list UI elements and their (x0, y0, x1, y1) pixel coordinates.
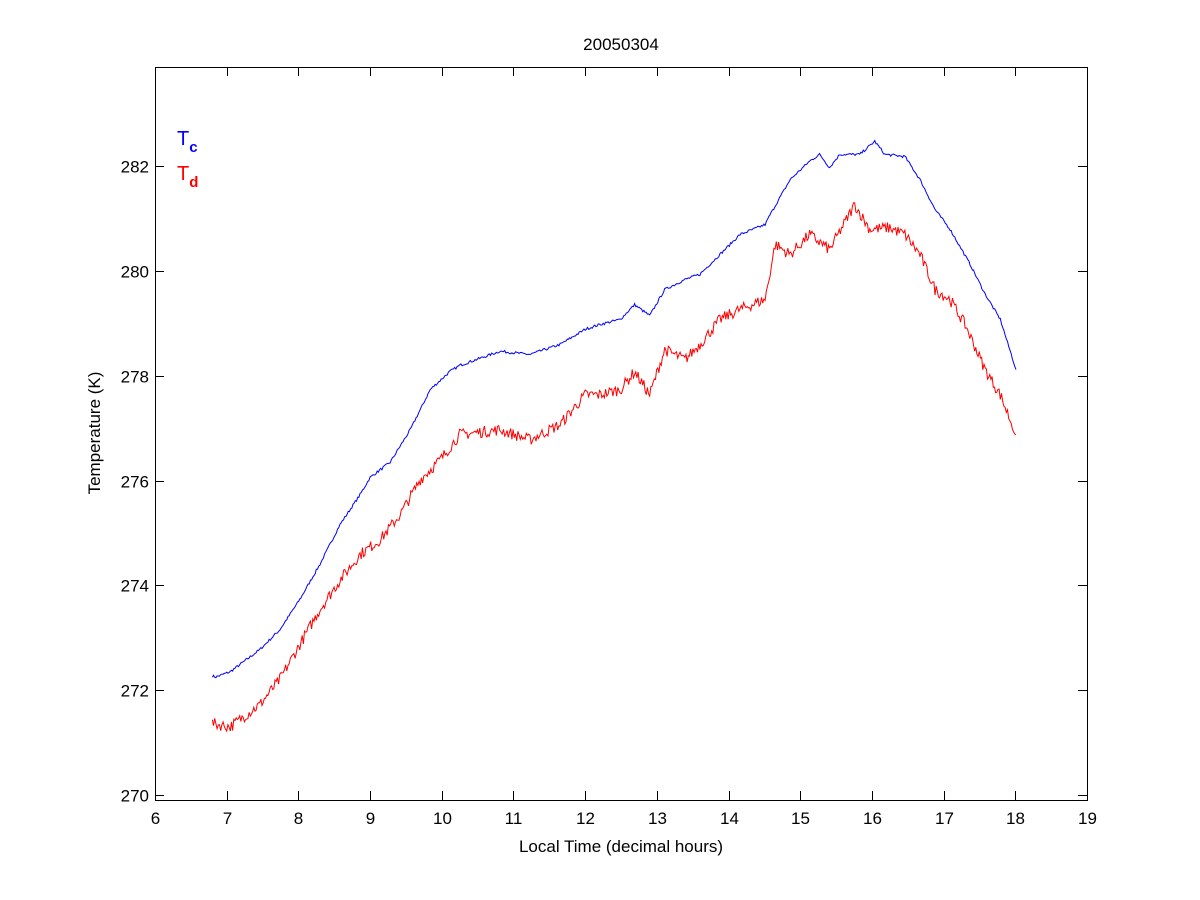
x-tick-label: 17 (935, 809, 954, 828)
y-axis-label: Temperature (K) (85, 372, 104, 495)
series-line-td (211, 202, 1017, 733)
y-tick-label: 270 (121, 787, 149, 806)
legend: Tc Td (177, 128, 198, 191)
x-axis-label: Local Time (decimal hours) (519, 837, 723, 856)
chart-title: 20050304 (583, 35, 659, 54)
y-tick-label: 272 (121, 682, 149, 701)
x-tick-label: 16 (863, 809, 882, 828)
x-tick-label: 13 (648, 809, 667, 828)
x-tick-label: 6 (151, 809, 160, 828)
x-tick-label: 12 (576, 809, 595, 828)
x-tick-label: 19 (1078, 809, 1097, 828)
x-tick-label: 10 (433, 809, 452, 828)
x-tick-label: 9 (366, 809, 375, 828)
x-tick-label: 7 (223, 809, 232, 828)
y-tick-label: 276 (121, 473, 149, 492)
x-tick-label: 18 (1006, 809, 1025, 828)
series-line-tc (211, 139, 1017, 679)
x-tick-label: 14 (720, 809, 739, 828)
y-tick-label: 278 (121, 368, 149, 387)
plot-frame (155, 67, 1088, 801)
x-tick-label: 8 (294, 809, 303, 828)
x-tick-label: 15 (791, 809, 810, 828)
x-tick-label: 11 (505, 809, 523, 828)
y-tick-label: 280 (121, 263, 149, 282)
legend-tc: Tc (177, 128, 198, 156)
y-tick-label: 274 (121, 577, 149, 596)
y-tick-label: 282 (121, 158, 149, 177)
legend-td: Td (177, 163, 198, 191)
plot-background (155, 67, 1087, 800)
